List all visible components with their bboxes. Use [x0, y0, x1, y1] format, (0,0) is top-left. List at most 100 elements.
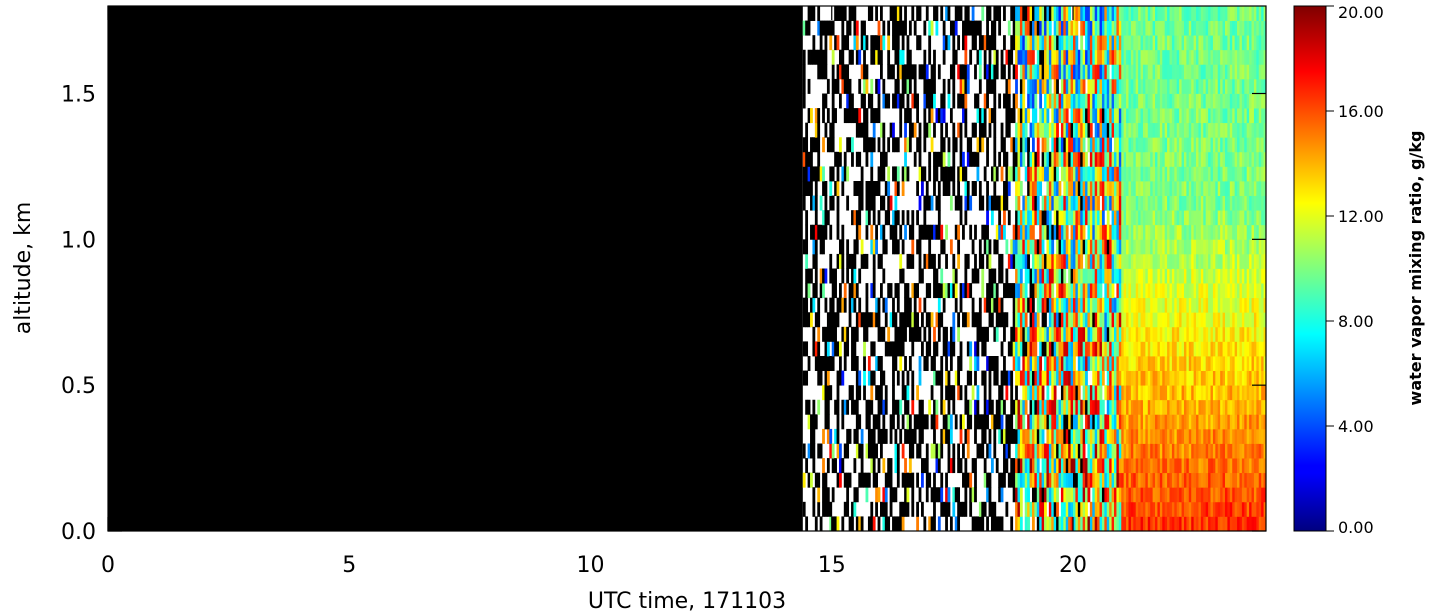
heatmap-cell — [1147, 443, 1151, 459]
heatmap-cell — [1162, 137, 1166, 153]
heatmap-cell — [1094, 210, 1098, 226]
heatmap-cell — [1036, 6, 1040, 21]
heatmap-cell — [1241, 414, 1245, 430]
heatmap-cell — [1200, 20, 1204, 36]
heatmap-cell — [1075, 49, 1079, 65]
heatmap-cell — [1237, 458, 1240, 474]
heatmap-cell — [1046, 487, 1050, 503]
heatmap-cell — [1089, 239, 1093, 255]
heatmap-cell — [1234, 122, 1238, 138]
heatmap-cell — [1164, 385, 1168, 401]
heatmap-cell — [1222, 356, 1226, 371]
heatmap-cell — [947, 487, 951, 503]
heatmap-cell — [875, 239, 878, 255]
heatmap-cell — [1044, 49, 1047, 65]
heatmap-cell — [1203, 93, 1207, 109]
heatmap-cell — [877, 253, 881, 269]
heatmap-cell — [1203, 20, 1207, 36]
heatmap-cell — [1087, 414, 1091, 430]
heatmap-cell — [1068, 49, 1071, 65]
heatmap-cell — [928, 49, 932, 65]
heatmap-cell — [952, 64, 956, 80]
heatmap-cell — [1152, 283, 1156, 299]
heatmap-cell — [1029, 443, 1033, 459]
heatmap-cell — [822, 49, 825, 65]
heatmap-cell — [1092, 181, 1096, 196]
heatmap-cell — [1039, 370, 1043, 386]
heatmap-cell — [1176, 501, 1180, 517]
heatmap-cell — [843, 283, 847, 299]
heatmap-cell — [1234, 341, 1238, 357]
heatmap-cell — [1005, 239, 1009, 255]
heatmap-cell — [1027, 64, 1030, 80]
heatmap-cell — [1128, 122, 1132, 138]
heatmap-cell — [1051, 239, 1055, 255]
heatmap-cell — [921, 166, 924, 182]
heatmap-cell — [1169, 268, 1173, 284]
heatmap-cell — [962, 312, 965, 328]
heatmap-cell — [831, 516, 835, 531]
heatmap-cell — [1092, 356, 1096, 371]
heatmap-cell — [1017, 239, 1021, 255]
heatmap-cell — [1198, 487, 1202, 503]
heatmap-cell — [1145, 268, 1149, 284]
heatmap-cell — [1198, 224, 1202, 240]
heatmap-cell — [1227, 268, 1231, 284]
heatmap-cell — [1060, 283, 1064, 299]
heatmap-cell — [1193, 253, 1197, 269]
heatmap-cell — [1135, 93, 1139, 109]
heatmap-cell — [822, 20, 825, 36]
heatmap-cell — [1147, 224, 1151, 240]
heatmap-cell — [1169, 108, 1173, 124]
heatmap-cell — [843, 399, 847, 415]
heatmap-cell — [1029, 370, 1033, 386]
heatmap-cell — [848, 385, 852, 401]
heatmap-cell — [1097, 108, 1100, 124]
heatmap-cell — [1056, 20, 1059, 36]
heatmap-cell — [1019, 20, 1023, 36]
heatmap-cell — [814, 224, 818, 240]
heatmap-cell — [1157, 137, 1161, 153]
heatmap-cell — [1085, 151, 1088, 167]
heatmap-cell — [1065, 122, 1069, 138]
heatmap-cell — [1111, 516, 1115, 531]
heatmap-cell — [858, 443, 862, 459]
heatmap-cell — [896, 166, 900, 182]
heatmap-cell — [870, 151, 874, 167]
heatmap-cell — [918, 195, 922, 211]
heatmap-cell — [937, 151, 941, 167]
heatmap-cell — [974, 35, 977, 51]
heatmap-cell — [1217, 151, 1221, 167]
heatmap-cell — [1106, 210, 1110, 226]
heatmap-cell — [877, 49, 881, 65]
heatmap-cell — [1017, 326, 1021, 342]
heatmap-cell — [1048, 370, 1052, 386]
heatmap-cell — [949, 283, 953, 299]
heatmap-cell — [1191, 341, 1195, 357]
heatmap-cell — [877, 137, 881, 153]
heatmap-cell — [911, 399, 915, 415]
heatmap-cell — [870, 137, 874, 153]
heatmap-cell — [1140, 297, 1144, 313]
heatmap-cell — [802, 166, 806, 182]
heatmap-cell — [1053, 312, 1057, 328]
heatmap-cell — [1104, 20, 1108, 36]
heatmap-cell — [1152, 516, 1156, 531]
heatmap-cell — [822, 356, 825, 371]
heatmap-cell — [1123, 312, 1127, 328]
heatmap-cell — [1056, 210, 1059, 226]
heatmap-cell — [1222, 385, 1226, 401]
heatmap-cell — [1029, 356, 1033, 371]
heatmap-cell — [983, 458, 987, 474]
heatmap-cell — [1058, 443, 1062, 459]
heatmap-cell — [988, 472, 992, 488]
heatmap-cell — [1179, 326, 1182, 342]
heatmap-cell — [1044, 253, 1047, 269]
heatmap-cell — [1174, 93, 1178, 109]
heatmap-cell — [1135, 326, 1139, 342]
heatmap-cell — [1210, 137, 1214, 153]
heatmap-cell — [899, 6, 903, 21]
heatmap-cell — [831, 458, 835, 474]
heatmap-cell — [1022, 326, 1026, 342]
heatmap-cell — [981, 6, 985, 21]
